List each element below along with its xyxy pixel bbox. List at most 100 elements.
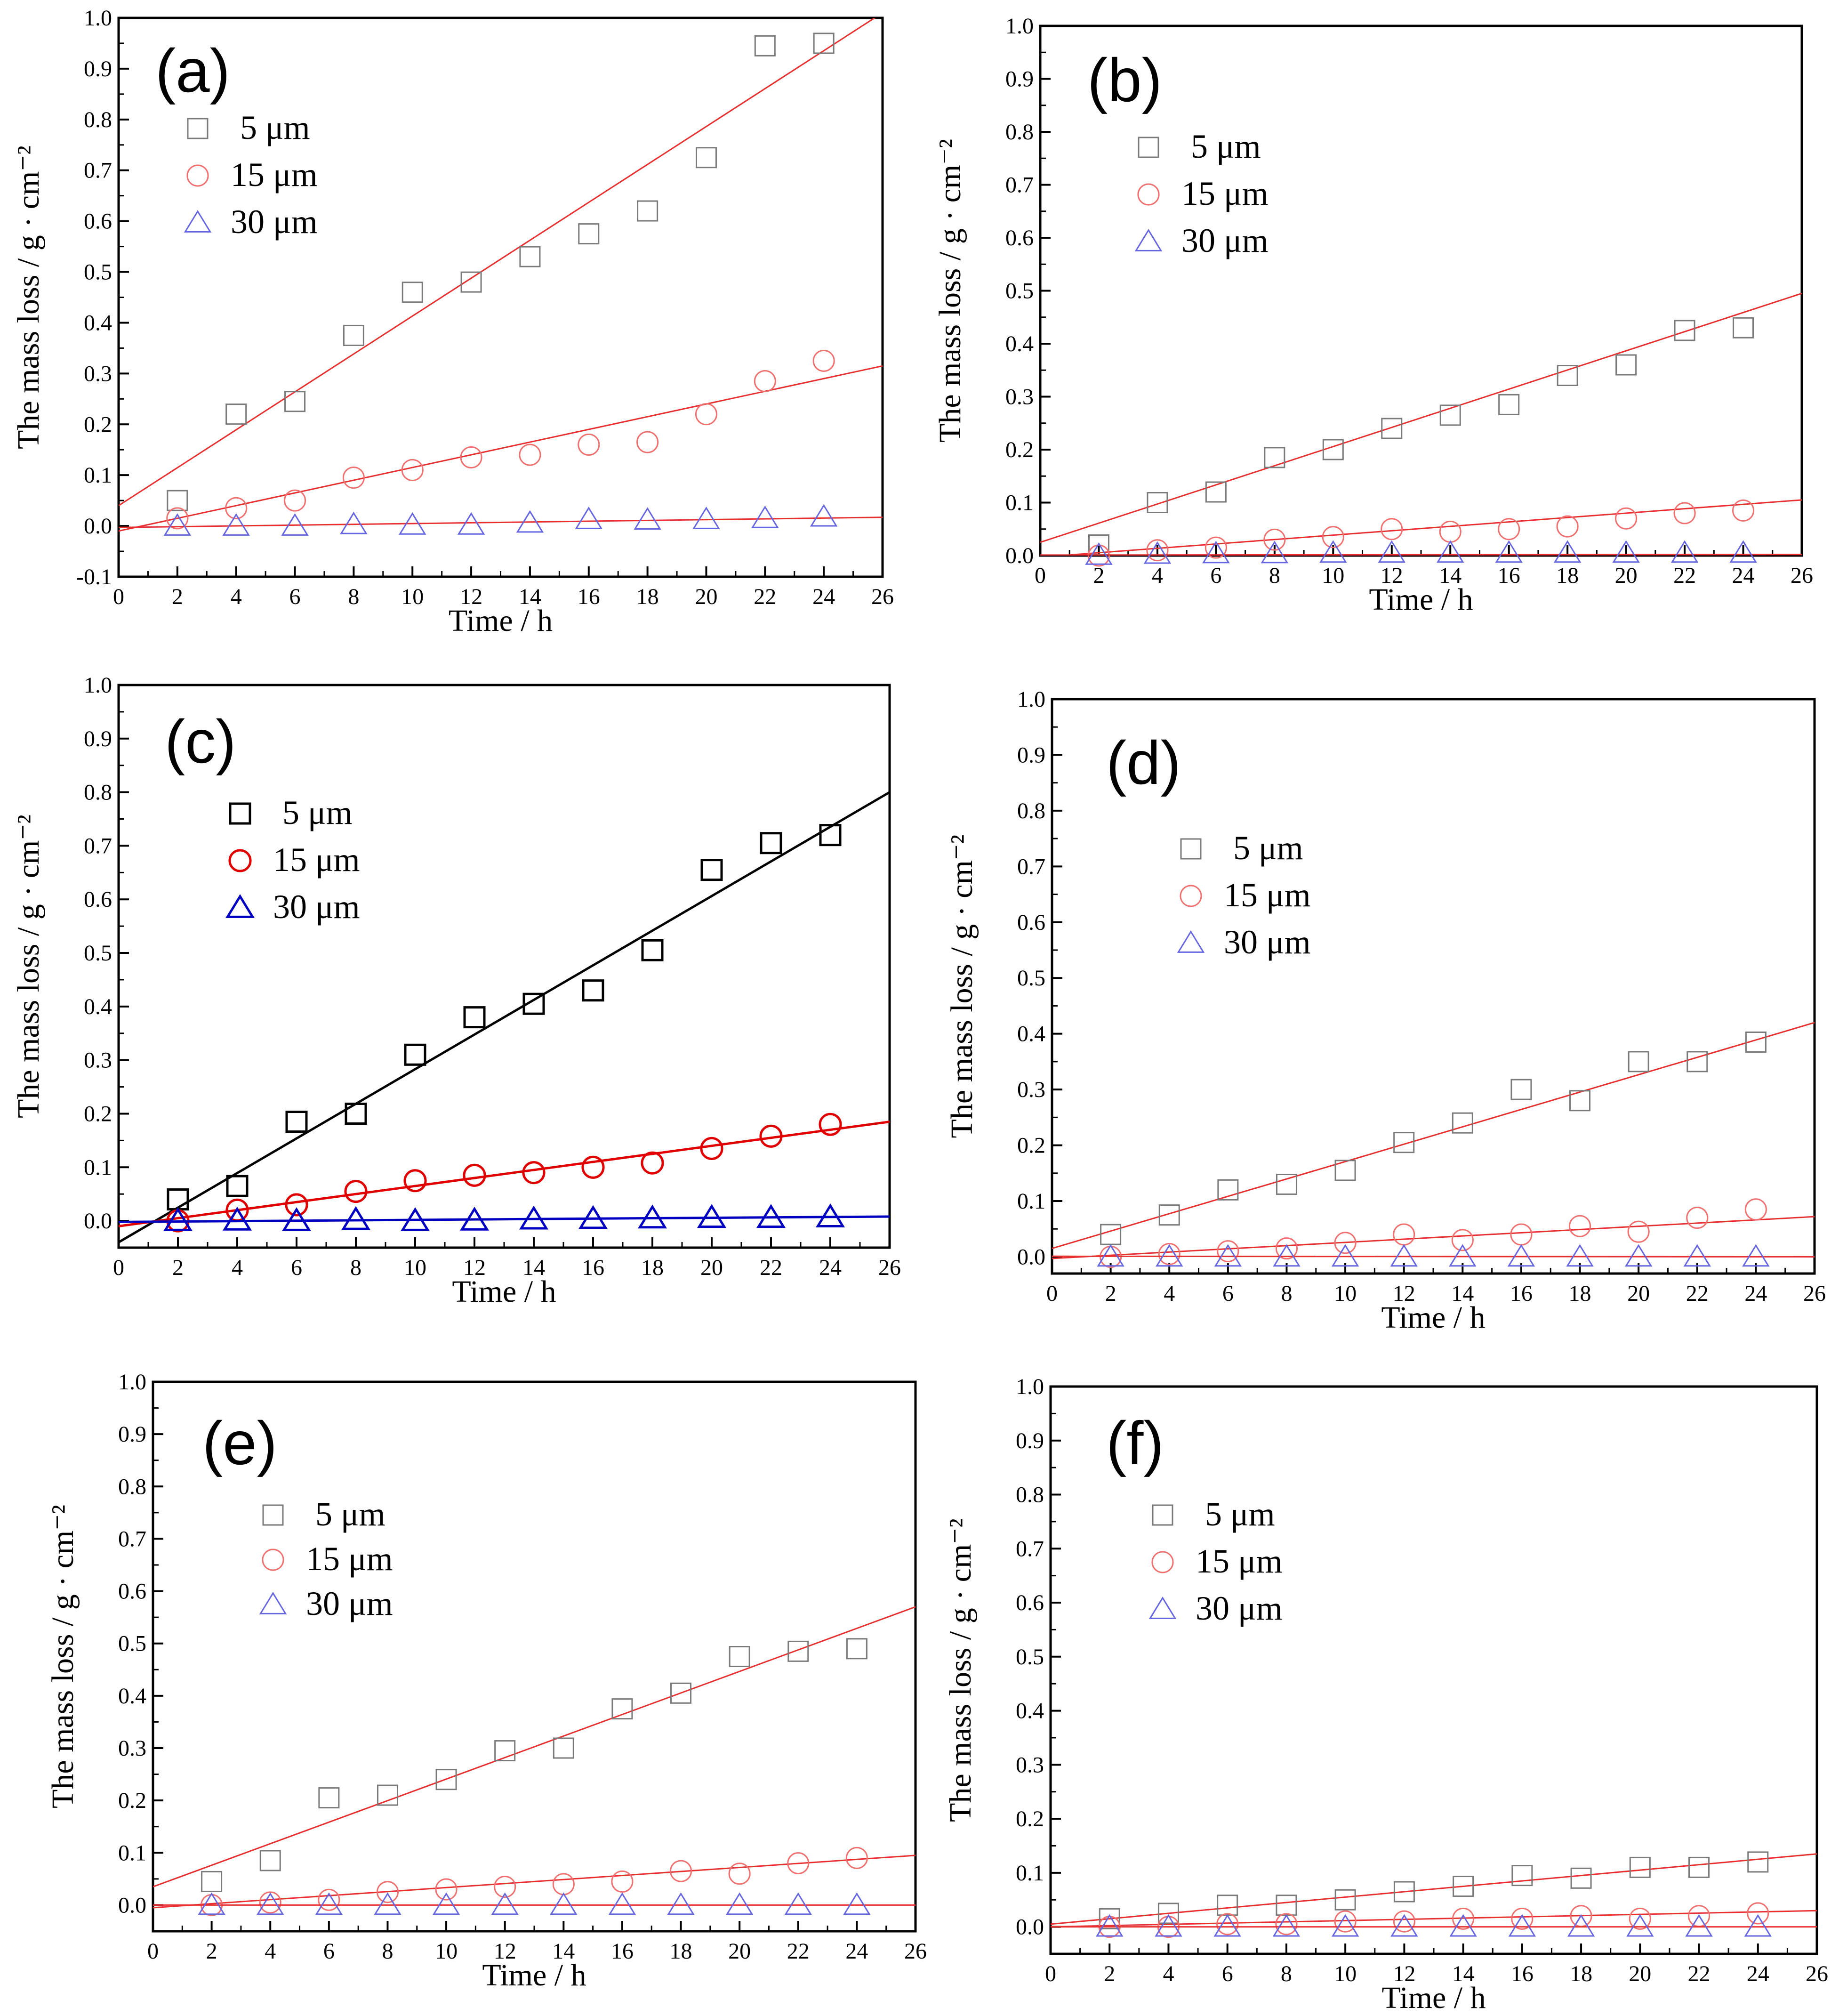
y-tick-label: 0.5	[1005, 279, 1034, 304]
data-point	[1331, 1914, 1359, 1937]
data-point	[459, 1207, 490, 1231]
data-point	[198, 1892, 225, 1915]
x-tick-label: 4	[231, 584, 242, 609]
data-point	[222, 1207, 252, 1231]
x-tick-label: 10	[404, 1255, 426, 1280]
data-point	[1147, 492, 1168, 513]
y-tick-label: 0.4	[1017, 1022, 1045, 1047]
panel-label: (c)	[165, 707, 236, 776]
data-point	[259, 1891, 281, 1914]
data-point	[166, 507, 189, 530]
x-tick-label: 26	[904, 1939, 927, 1964]
x-tick-label: 4	[1163, 1961, 1174, 1986]
x-tick-label: 12	[1393, 1961, 1415, 1986]
data-point	[1158, 1242, 1181, 1266]
panel-label: (e)	[202, 1409, 277, 1477]
x-tick-label: 2	[206, 1939, 217, 1964]
data-point	[345, 1102, 367, 1125]
data-point	[400, 1207, 430, 1231]
series-1: 15 μm	[1051, 1542, 1817, 1938]
legend-marker	[186, 164, 209, 187]
y-tick-label: 0.8	[84, 780, 112, 805]
series-2: 30 μm	[1052, 923, 1815, 1267]
data-point	[760, 832, 782, 855]
x-tick-label: 8	[1281, 1281, 1292, 1306]
data-point	[1216, 1913, 1239, 1935]
y-tick-label: 0.9	[1016, 1428, 1044, 1453]
panel-label: (d)	[1106, 728, 1181, 797]
data-point	[225, 403, 247, 425]
data-point	[578, 433, 600, 456]
data-point	[819, 824, 842, 847]
y-tick-label: 0.3	[84, 1048, 112, 1073]
data-point	[1674, 320, 1695, 341]
x-tick-label: 24	[819, 1255, 842, 1280]
plot-frame	[117, 16, 884, 578]
data-point	[1099, 1908, 1120, 1929]
data-point	[1272, 1914, 1301, 1937]
data-point	[1275, 1913, 1298, 1935]
x-tick-label: 4	[1164, 1281, 1175, 1306]
x-tick-label: 10	[401, 584, 424, 609]
data-point	[812, 349, 835, 372]
y-tick-label: 0.6	[84, 209, 112, 234]
data-point	[1451, 1229, 1474, 1251]
y-tick-label: 0.0	[84, 514, 112, 539]
series-0: 5 μm	[119, 18, 876, 511]
data-point	[725, 1892, 754, 1915]
x-axis-title: Time / h	[1369, 582, 1473, 617]
data-point	[1568, 1215, 1591, 1237]
data-point	[460, 446, 482, 468]
x-tick-label: 18	[1569, 1281, 1591, 1306]
data-point	[283, 489, 306, 512]
data-point	[1439, 404, 1461, 426]
x-tick-label: 14	[552, 1939, 575, 1964]
data-point	[1334, 1889, 1356, 1911]
legend-label: 30 μm	[273, 888, 360, 926]
y-tick-label: 0.1	[118, 1840, 146, 1865]
data-point	[756, 1204, 786, 1228]
x-axis-title: Time / h	[449, 604, 553, 638]
x-tick-label: 0	[1035, 563, 1046, 588]
x-tick-label: 22	[1686, 1281, 1709, 1306]
y-tick-label: 0.2	[1005, 437, 1034, 462]
y-axis-title: The mass loss / g · cm⁻²	[46, 1505, 80, 1808]
x-tick-label: 12	[1393, 1281, 1415, 1306]
data-point	[641, 939, 664, 961]
legend-marker	[1152, 1504, 1173, 1526]
x-tick-label: 8	[348, 584, 359, 609]
data-point	[225, 497, 248, 519]
y-tick-label: 0.2	[1016, 1806, 1044, 1831]
data-point	[222, 513, 250, 536]
data-point	[700, 1137, 723, 1161]
data-point	[670, 1682, 692, 1704]
y-tick-label: 1.0	[118, 1370, 146, 1395]
legend-marker	[262, 1504, 284, 1526]
data-point	[401, 459, 424, 481]
data-point	[281, 1207, 312, 1231]
data-point	[519, 1205, 549, 1230]
legend-marker	[187, 118, 209, 139]
legend-label: 30 μm	[231, 203, 318, 241]
y-tick-label: 0.1	[84, 1155, 112, 1180]
data-point	[787, 1852, 810, 1875]
data-point	[1452, 1112, 1473, 1134]
data-point	[163, 513, 192, 536]
data-point	[641, 1151, 664, 1175]
legend-label: 5 μm	[282, 794, 353, 831]
data-point	[516, 510, 544, 533]
fit-line	[119, 516, 883, 528]
x-tick-label: 26	[871, 584, 894, 609]
data-point	[1507, 1244, 1535, 1267]
data-point	[1612, 540, 1640, 563]
data-point	[1629, 1856, 1651, 1878]
x-tick-label: 16	[1511, 1961, 1534, 1986]
data-point	[846, 1638, 867, 1660]
data-point	[581, 1155, 605, 1179]
legend-marker	[1177, 930, 1205, 953]
x-tick-label: 2	[172, 584, 183, 609]
data-point	[1729, 540, 1757, 563]
data-point	[376, 1881, 399, 1903]
chart-panel-d: 0 2 4 6 8 10 12 14 16 18 20 22 24 260.00.10.20.30.40.…	[945, 687, 1826, 1335]
x-tick-label: 10	[435, 1939, 458, 1964]
